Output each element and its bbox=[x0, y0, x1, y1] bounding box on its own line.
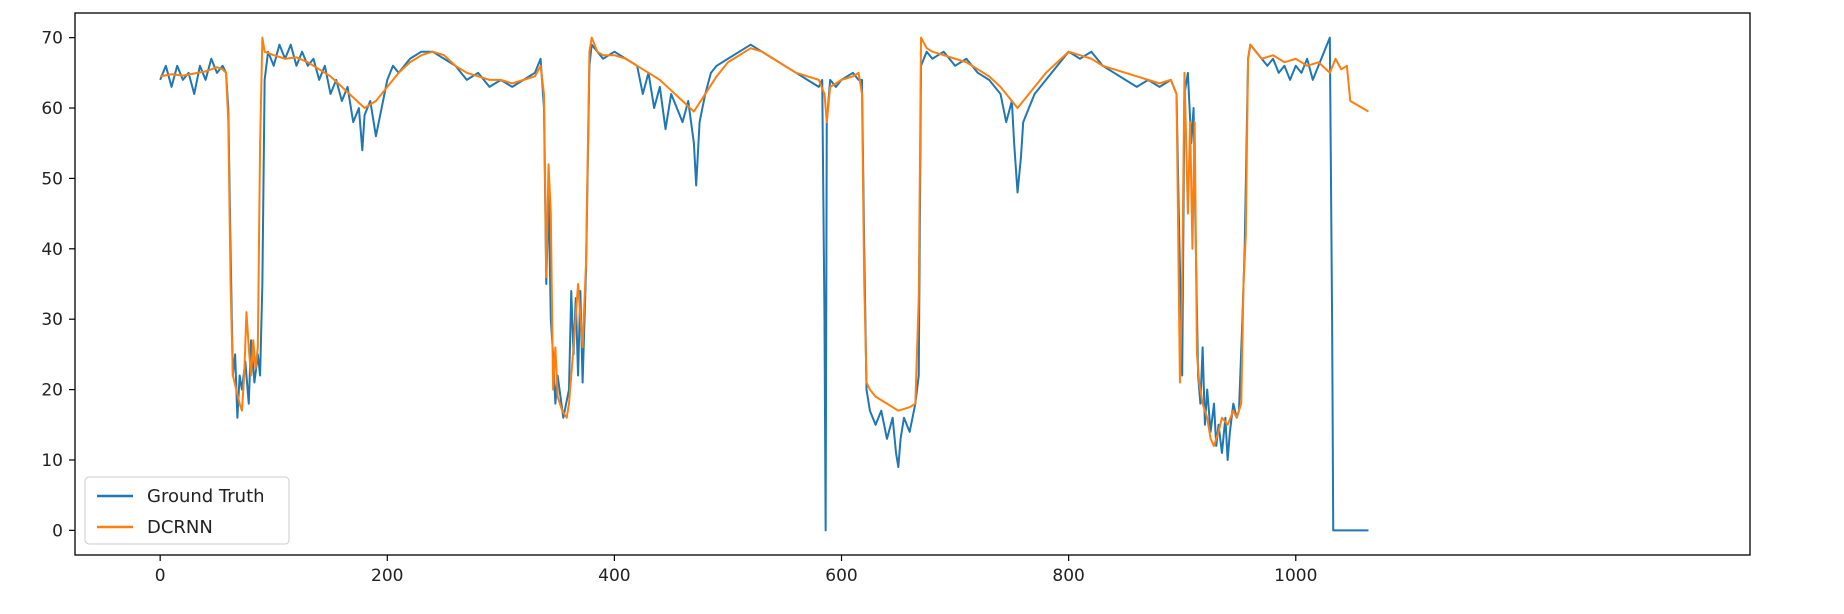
x-tick-label: 400 bbox=[598, 566, 630, 586]
y-tick-label: 50 bbox=[41, 169, 63, 189]
plot-area bbox=[74, 12, 1751, 556]
y-tick-label: 70 bbox=[41, 29, 63, 49]
legend-label-ground-truth: Ground Truth bbox=[147, 486, 265, 507]
y-tick-label: 30 bbox=[41, 310, 63, 330]
y-tick-label: 60 bbox=[41, 99, 63, 119]
legend: Ground Truth DCRNN bbox=[84, 476, 290, 545]
x-tick-label: 200 bbox=[371, 566, 403, 586]
x-tick-label: 800 bbox=[1052, 566, 1084, 586]
y-tick-label: 40 bbox=[41, 240, 63, 260]
y-tick-label: 0 bbox=[52, 521, 63, 541]
x-tick-label: 600 bbox=[825, 566, 857, 586]
y-tick-label: 10 bbox=[41, 451, 63, 471]
plot-frame bbox=[74, 12, 1751, 556]
x-tick-label: 1000 bbox=[1274, 566, 1317, 586]
y-tick-label: 20 bbox=[41, 381, 63, 401]
x-tick-label: 0 bbox=[155, 566, 166, 586]
x-axis: 0 200 400 600 800 1000 bbox=[155, 555, 1317, 586]
series-layer bbox=[159, 36, 1369, 532]
y-axis: 0 10 20 30 40 50 60 70 bbox=[41, 29, 75, 541]
legend-box bbox=[84, 476, 290, 545]
legend-label-dcrnn: DCRNN bbox=[147, 517, 213, 538]
series-line-dcrnn bbox=[159, 36, 1369, 447]
